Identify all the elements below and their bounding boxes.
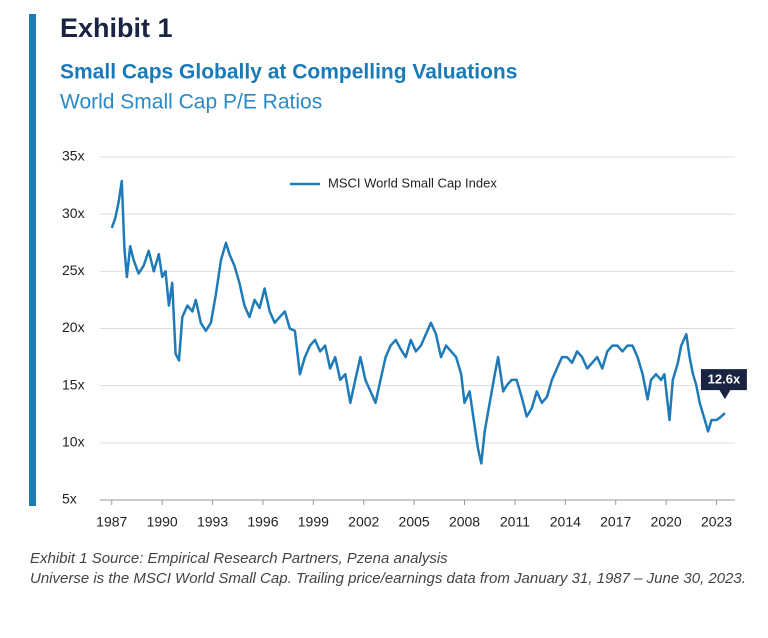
y-tick-label: 5x — [62, 491, 77, 507]
x-tick-label: 1990 — [147, 514, 178, 530]
chart-title: Small Caps Globally at Compelling Valuat… — [60, 61, 517, 84]
y-tick-label: 25x — [62, 262, 85, 278]
chart-subtitle: World Small Cap P/E Ratios — [60, 91, 322, 114]
x-tick-label: 2014 — [550, 514, 581, 530]
x-tick-label: 2008 — [449, 514, 480, 530]
y-tick-label: 20x — [62, 319, 85, 335]
x-tick-label: 2017 — [600, 514, 631, 530]
x-tick-label: 2023 — [701, 514, 732, 530]
legend-label: MSCI World Small Cap Index — [328, 175, 497, 190]
y-tick-label: 15x — [62, 376, 85, 392]
x-tick-label: 1993 — [197, 514, 228, 530]
x-tick-label: 1999 — [298, 514, 329, 530]
x-tick-label: 2002 — [348, 514, 379, 530]
x-tick-label: 1996 — [247, 514, 278, 530]
heading: Exhibit 1 — [60, 13, 173, 43]
callout-box — [700, 369, 747, 391]
x-tick-label: 2011 — [500, 514, 530, 530]
y-tick-label: 10x — [62, 434, 85, 450]
series-line — [110, 179, 726, 465]
callout-label: 12.6x — [708, 372, 741, 387]
source-note: Exhibit 1 Source: Empirical Research Par… — [30, 550, 448, 567]
y-tick-label: 30x — [62, 205, 85, 221]
universe-note: Universe is the MSCI World Small Cap. Tr… — [30, 570, 746, 587]
x-tick-label: 1987 — [96, 514, 127, 530]
chart: Exhibit 1 Small Caps Globally at Compell… — [29, 13, 747, 530]
y-tick-label: 35x — [62, 148, 85, 164]
accent-bar — [29, 14, 36, 506]
callout-pointer — [718, 389, 731, 400]
x-tick-label: 2005 — [399, 514, 430, 530]
x-tick-label: 2020 — [651, 514, 682, 530]
